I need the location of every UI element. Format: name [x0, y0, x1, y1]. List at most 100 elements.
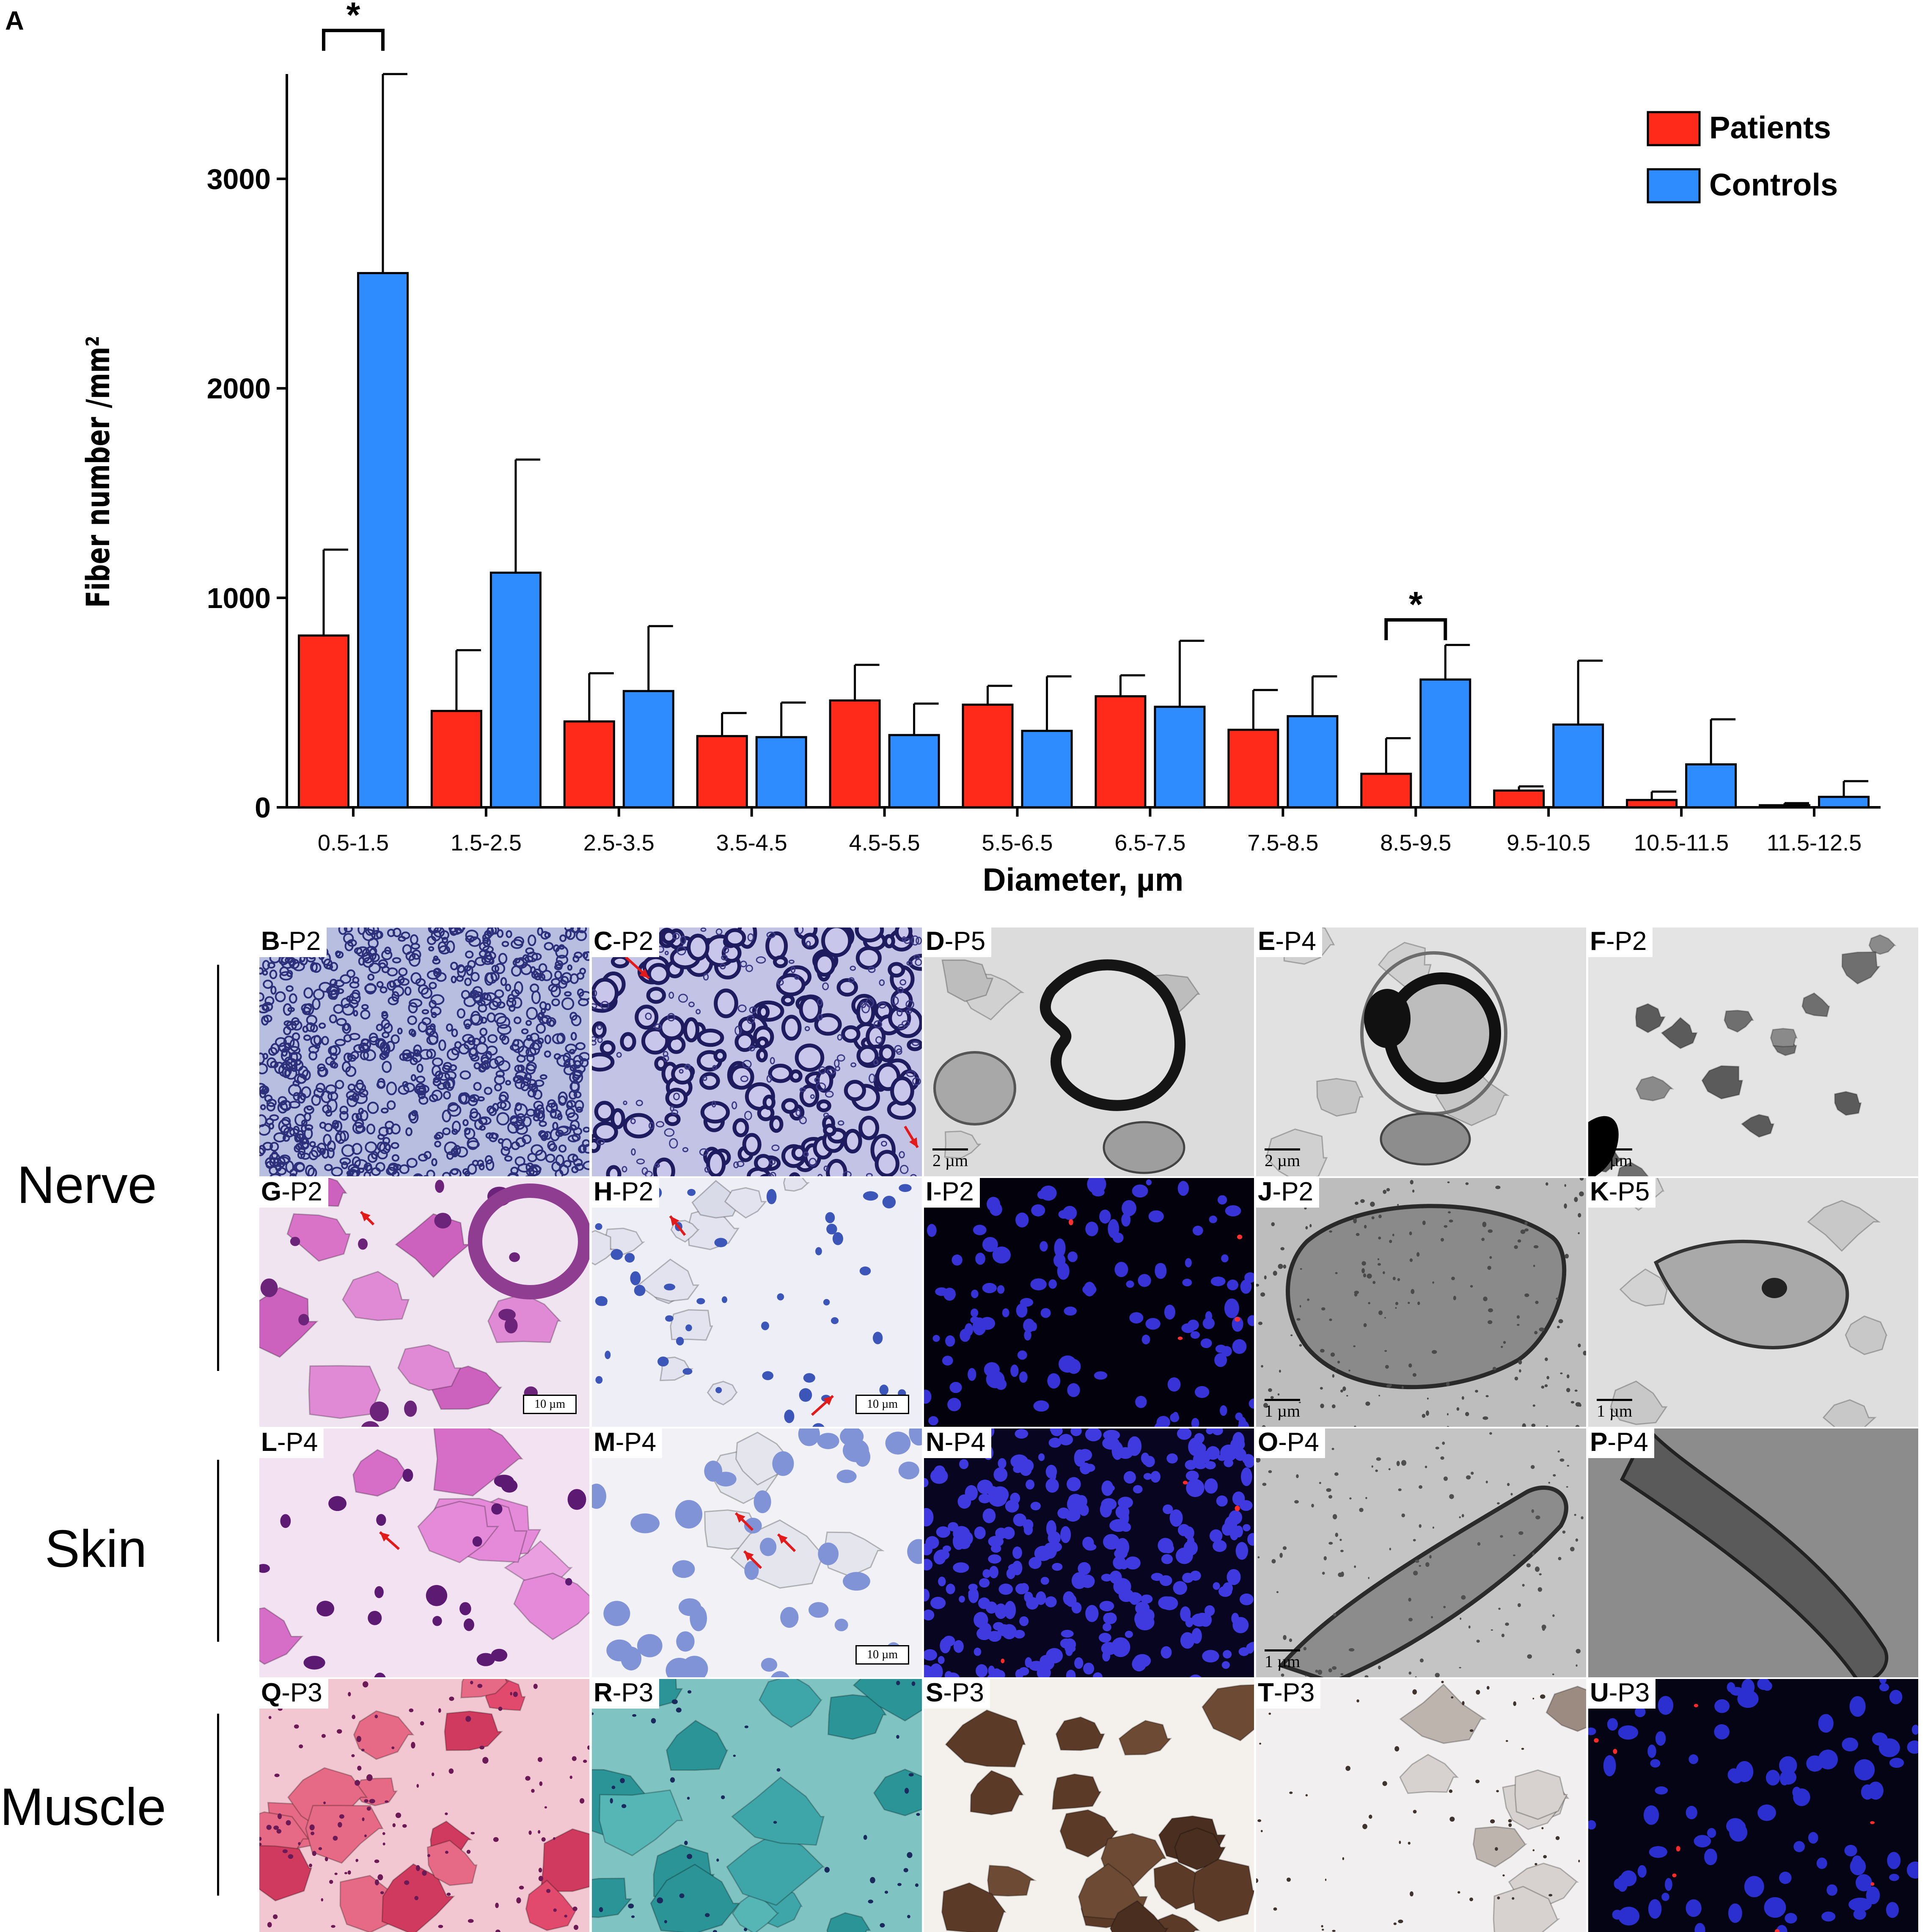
red-arrowhead: [909, 1137, 918, 1148]
tissue-cell: [302, 1025, 308, 1033]
tissue-cell: [734, 1032, 755, 1052]
tissue-cell: [280, 1514, 291, 1528]
tissue-cell: [300, 1153, 310, 1160]
panel-label-a: A: [5, 6, 24, 36]
tissue-cell: [791, 1145, 806, 1161]
tissue-cell: [924, 1478, 929, 1487]
tissue-cell: [903, 1868, 908, 1872]
panel-patient-id: -P2: [280, 927, 321, 956]
tissue-cell: [336, 1018, 347, 1026]
tissue-cell: [1879, 1679, 1887, 1684]
tissue-cell: [1345, 1766, 1350, 1771]
tissue-cell: [623, 1113, 655, 1139]
tissue-cell: [1546, 1376, 1549, 1379]
panel-background: [592, 1178, 922, 1427]
tissue-cell: [1497, 1896, 1500, 1900]
bar-controls: [357, 272, 409, 809]
tissue-cell: [429, 999, 437, 1009]
tissue-cell: [519, 1885, 524, 1890]
tissue-cell: [283, 1003, 292, 1016]
tissue-cell: [1132, 1656, 1147, 1672]
tissue-cell: [732, 1101, 737, 1109]
tissue-cell: [1326, 1488, 1331, 1492]
tissue-cell: [825, 1090, 834, 1098]
tissue-cell: [924, 1589, 930, 1602]
tissue-cell: [597, 1024, 602, 1030]
tissue-cell: [1202, 1650, 1219, 1663]
panel-label-g: G-P2: [259, 1178, 328, 1208]
tissue-cell: [484, 1087, 492, 1095]
tissue-cell: [526, 1035, 533, 1041]
tissue-cell: [1459, 1516, 1461, 1519]
tissue-cell: [1415, 1676, 1417, 1677]
tissue-region: [417, 1500, 500, 1563]
tissue-cell: [1194, 1450, 1204, 1460]
tissue-cell: [404, 986, 412, 996]
tissue-cell: [1064, 1645, 1076, 1653]
tissue-cell: [350, 1051, 359, 1060]
tissue-cell: [1248, 1398, 1254, 1409]
tissue-cell: [635, 1005, 659, 1030]
tissue-cell: [1532, 1698, 1534, 1700]
tissue-cell: [513, 1691, 518, 1697]
tissue-cell: [508, 1172, 519, 1176]
panel-letter: B: [261, 927, 280, 956]
tissue-cell: [1315, 1669, 1318, 1673]
tissue-cell: [495, 1070, 505, 1078]
tissue-cell: [303, 987, 314, 999]
tissue-cell: [746, 1015, 755, 1024]
tissue-cell: [259, 1063, 268, 1075]
tissue-cell: [433, 1077, 440, 1083]
tissue-cell: [1068, 1494, 1083, 1505]
panel-label-o: O-P4: [1256, 1428, 1325, 1458]
tissue-cell: [1540, 1694, 1546, 1699]
tissue-cell: [1082, 1536, 1094, 1550]
tissue-cell: [1578, 1343, 1581, 1348]
tissue-cell: [836, 1470, 857, 1483]
bar-controls: [1021, 729, 1073, 809]
tissue-cell: [298, 1314, 309, 1326]
tissue-cell: [1114, 1262, 1128, 1277]
tissue-cell: [1398, 1488, 1402, 1492]
tissue-region: [1316, 1078, 1364, 1117]
tissue-cell: [1558, 1319, 1563, 1324]
tissue-cell: [1222, 1582, 1233, 1594]
panel-patient-id: -P2: [612, 927, 654, 956]
panel-label-r: R-P3: [592, 1679, 660, 1709]
tissue-cell: [1340, 1549, 1344, 1552]
tissue-cell: [1305, 1675, 1307, 1677]
tissue-region: [259, 1607, 304, 1665]
tissue-cell: [383, 1023, 393, 1034]
tissue-cell: [349, 1032, 360, 1040]
tissue-cell: [358, 1089, 368, 1098]
panel-label-k: K-P5: [1588, 1178, 1656, 1208]
tissue-cell: [465, 1716, 471, 1722]
tissue-cell: [531, 1039, 542, 1050]
bar-controls: [490, 571, 542, 809]
tissue-cell: [1037, 1666, 1051, 1677]
tissue-cell: [388, 1162, 399, 1171]
tissue-cell: [733, 1754, 736, 1757]
tissue-cell: [431, 1772, 434, 1776]
tissue-cell: [482, 1757, 489, 1764]
tissue-cell: [930, 1596, 946, 1609]
tissue-cell: [410, 943, 420, 950]
tissue-cell: [1335, 1368, 1337, 1370]
panel-label-q: Q-P3: [259, 1679, 328, 1709]
tissue-cell: [843, 1128, 862, 1154]
tissue-cell: [1594, 1738, 1599, 1743]
tissue-cell: [1268, 1712, 1271, 1715]
tissue-cell: [382, 1137, 390, 1145]
tissue-cell: [1342, 1386, 1346, 1391]
tissue-cell: [1332, 1929, 1336, 1932]
tissue-cell: [663, 1051, 668, 1057]
tissue-cell: [873, 1020, 883, 1029]
tissue-cell: [665, 1087, 688, 1108]
tissue-cell: [1459, 1667, 1461, 1668]
tissue-cell: [360, 1051, 369, 1060]
tissue-cell: [368, 1610, 382, 1625]
tissue-cell: [885, 1431, 911, 1455]
tissue-cell: [896, 1735, 899, 1739]
tissue-cell: [1618, 1907, 1640, 1926]
tissue-cell: [1566, 1388, 1570, 1393]
